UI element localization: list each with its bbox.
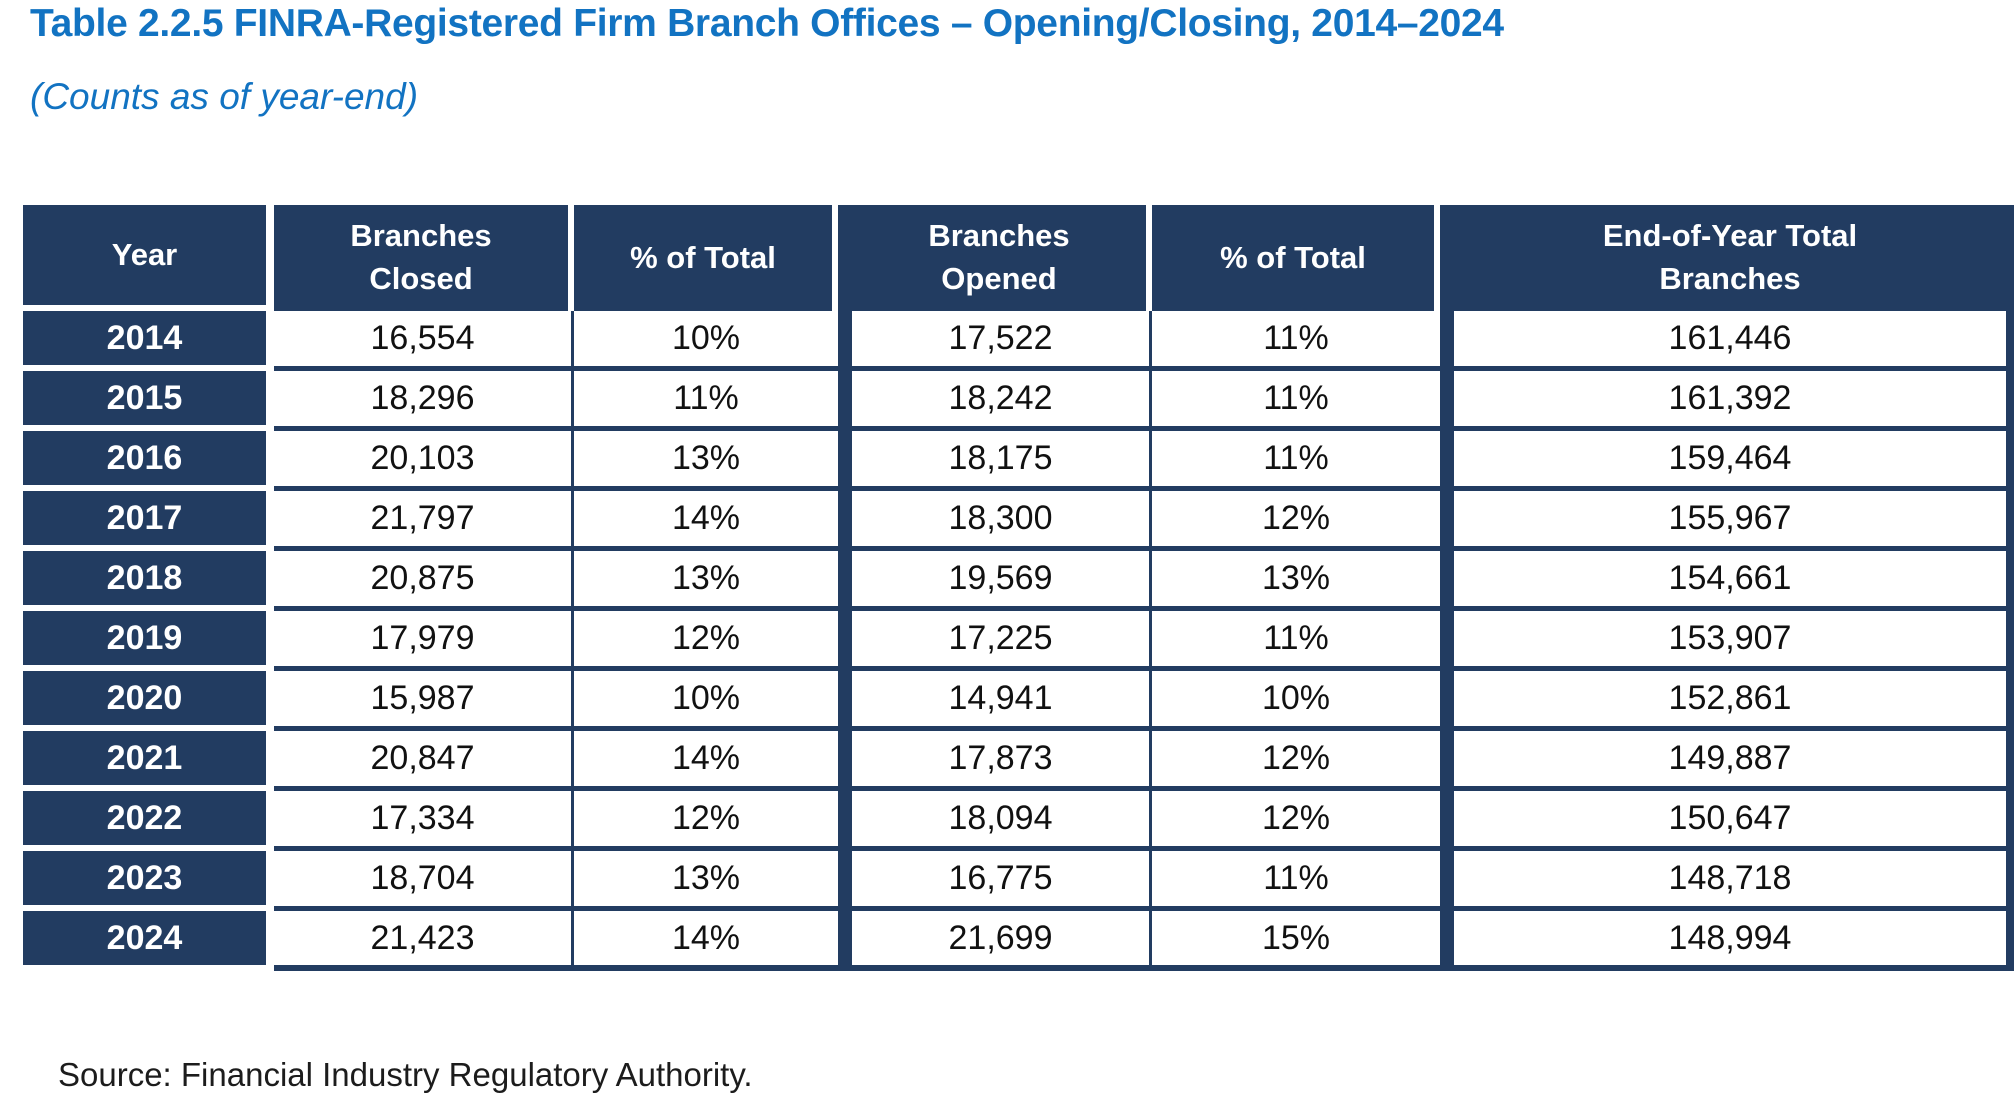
table-body: 2014 16,554 10% 17,522 11% 161,446 2015 18,296 1…: [23, 311, 2014, 971]
row-year-cell: 2018: [23, 551, 274, 611]
pct-closed-cell: 12%: [574, 611, 838, 671]
branches-opened-cell: 18,175: [838, 431, 1152, 491]
end-of-year-total-cell: 159,464: [1440, 431, 2014, 491]
pct-closed-cell: 14%: [574, 731, 838, 791]
pct-closed-cell: 14%: [574, 911, 838, 971]
end-of-year-total-cell: 155,967: [1440, 491, 2014, 551]
branches-closed-cell: 17,334: [274, 791, 574, 851]
pct-opened-cell: 12%: [1152, 491, 1440, 551]
branches-closed-cell: 20,103: [274, 431, 574, 491]
table-row: 2024 21,423 14% 21,699 15% 148,994: [23, 911, 2014, 971]
table-row: 2014 16,554 10% 17,522 11% 161,446: [23, 311, 2014, 371]
branches-opened-cell: 18,242: [838, 371, 1152, 431]
header-row: Year Branches Closed % of Total Branches…: [23, 205, 2014, 311]
pct-opened-cell: 11%: [1152, 851, 1440, 911]
table-row: 2016 20,103 13% 18,175 11% 159,464: [23, 431, 2014, 491]
table-subtitle: (Counts as of year-end): [30, 76, 419, 117]
row-year-cell: 2020: [23, 671, 274, 731]
end-of-year-total-cell: 154,661: [1440, 551, 2014, 611]
end-of-year-total-cell: 149,887: [1440, 731, 2014, 791]
table-row: 2018 20,875 13% 19,569 13% 154,661: [23, 551, 2014, 611]
branches-opened-cell: 17,522: [838, 311, 1152, 371]
row-year-cell: 2014: [23, 311, 274, 371]
branches-opened-cell: 19,569: [838, 551, 1152, 611]
row-year-cell: 2017: [23, 491, 274, 551]
branches-closed-cell: 18,704: [274, 851, 574, 911]
end-of-year-total-cell: 161,392: [1440, 371, 2014, 431]
branches-closed-cell: 21,423: [274, 911, 574, 971]
col-header-year: Year: [23, 205, 274, 311]
pct-opened-cell: 11%: [1152, 311, 1440, 371]
pct-opened-cell: 12%: [1152, 731, 1440, 791]
pct-closed-cell: 13%: [574, 431, 838, 491]
col-header-pct-of-total-opened: % of Total: [1152, 205, 1440, 311]
table-row: 2021 20,847 14% 17,873 12% 149,887: [23, 731, 2014, 791]
branches-closed-cell: 20,875: [274, 551, 574, 611]
pct-closed-cell: 13%: [574, 851, 838, 911]
table-row: 2015 18,296 11% 18,242 11% 161,392: [23, 371, 2014, 431]
col-header-branches-opened: Branches Opened: [838, 205, 1152, 311]
row-year-cell: 2024: [23, 911, 274, 971]
end-of-year-total-cell: 150,647: [1440, 791, 2014, 851]
branches-opened-cell: 18,094: [838, 791, 1152, 851]
row-year-cell: 2019: [23, 611, 274, 671]
pct-closed-cell: 13%: [574, 551, 838, 611]
col-header-branches-closed: Branches Closed: [274, 205, 574, 311]
pct-opened-cell: 11%: [1152, 371, 1440, 431]
end-of-year-total-cell: 148,994: [1440, 911, 2014, 971]
row-year-cell: 2023: [23, 851, 274, 911]
table-row: 2022 17,334 12% 18,094 12% 150,647: [23, 791, 2014, 851]
pct-opened-cell: 11%: [1152, 611, 1440, 671]
pct-opened-cell: 12%: [1152, 791, 1440, 851]
end-of-year-total-cell: 161,446: [1440, 311, 2014, 371]
pct-closed-cell: 11%: [574, 371, 838, 431]
table-row: 2023 18,704 13% 16,775 11% 148,718: [23, 851, 2014, 911]
branches-closed-cell: 18,296: [274, 371, 574, 431]
pct-opened-cell: 11%: [1152, 431, 1440, 491]
row-year-cell: 2015: [23, 371, 274, 431]
pct-closed-cell: 14%: [574, 491, 838, 551]
branches-opened-cell: 17,225: [838, 611, 1152, 671]
branches-opened-cell: 16,775: [838, 851, 1152, 911]
pct-closed-cell: 10%: [574, 311, 838, 371]
end-of-year-total-cell: 153,907: [1440, 611, 2014, 671]
table-title: Table 2.2.5 FINRA-Registered Firm Branch…: [30, 2, 1504, 45]
table-row: 2020 15,987 10% 14,941 10% 152,861: [23, 671, 2014, 731]
col-header-pct-of-total-closed: % of Total: [574, 205, 838, 311]
branches-closed-cell: 21,797: [274, 491, 574, 551]
branches-opened-cell: 21,699: [838, 911, 1152, 971]
pct-opened-cell: 15%: [1152, 911, 1440, 971]
pct-opened-cell: 13%: [1152, 551, 1440, 611]
row-year-cell: 2022: [23, 791, 274, 851]
pct-closed-cell: 12%: [574, 791, 838, 851]
source-note: Source: Financial Industry Regulatory Au…: [58, 1056, 753, 1093]
end-of-year-total-cell: 152,861: [1440, 671, 2014, 731]
branches-opened-cell: 18,300: [838, 491, 1152, 551]
branch-offices-table: Year Branches Closed % of Total Branches…: [23, 205, 2014, 971]
row-year-cell: 2021: [23, 731, 274, 791]
end-of-year-total-cell: 148,718: [1440, 851, 2014, 911]
pct-opened-cell: 10%: [1152, 671, 1440, 731]
table-row: 2019 17,979 12% 17,225 11% 153,907: [23, 611, 2014, 671]
branches-closed-cell: 17,979: [274, 611, 574, 671]
branches-closed-cell: 20,847: [274, 731, 574, 791]
table-row: 2017 21,797 14% 18,300 12% 155,967: [23, 491, 2014, 551]
col-header-end-of-year-total: End-of-Year Total Branches: [1440, 205, 2014, 311]
branches-opened-cell: 14,941: [838, 671, 1152, 731]
pct-closed-cell: 10%: [574, 671, 838, 731]
row-year-cell: 2016: [23, 431, 274, 491]
branches-closed-cell: 16,554: [274, 311, 574, 371]
branches-closed-cell: 15,987: [274, 671, 574, 731]
branches-opened-cell: 17,873: [838, 731, 1152, 791]
